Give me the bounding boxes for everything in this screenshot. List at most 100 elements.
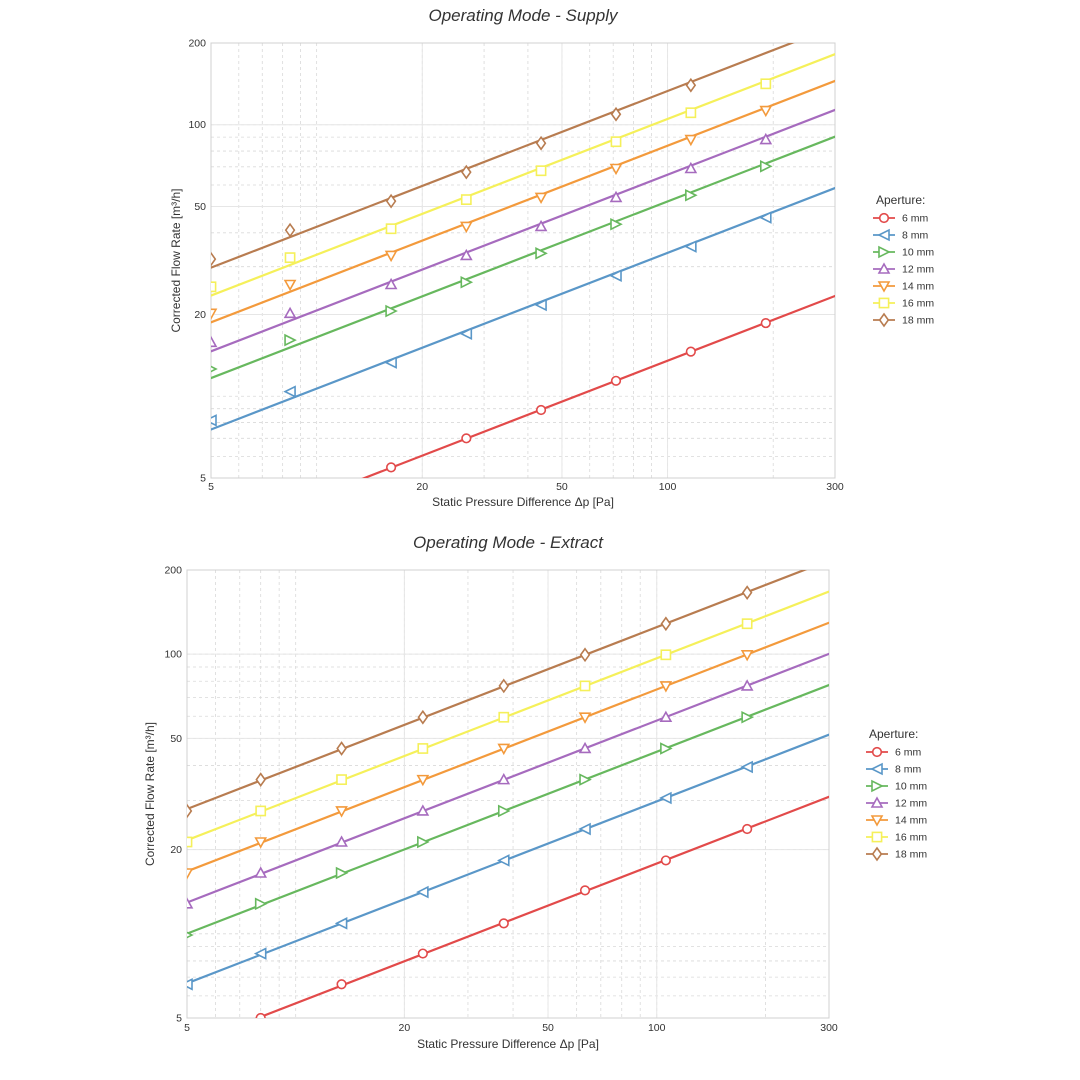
data-point-10mm <box>741 710 754 724</box>
chart-title: Operating Mode - Supply <box>429 6 619 25</box>
x-tick-label: 20 <box>416 481 428 493</box>
data-point-14mm <box>187 868 194 880</box>
series-line-18mm <box>211 43 795 269</box>
data-point-8mm <box>283 385 296 398</box>
data-point-18mm <box>336 741 347 756</box>
legend-marker <box>870 815 884 827</box>
data-point-16mm <box>187 836 193 848</box>
data-point-16mm <box>741 618 753 630</box>
legend-marker <box>870 762 883 776</box>
data-point-12mm <box>187 897 194 909</box>
data-point-6mm <box>417 948 428 959</box>
legend-marker <box>871 846 883 862</box>
data-point-6mm <box>498 918 509 929</box>
legend-label: 16 mm <box>902 298 934 310</box>
data-point-6mm <box>336 979 347 990</box>
series-line-10mm <box>187 683 829 935</box>
data-point-18mm <box>284 222 296 238</box>
data-point-14mm <box>609 163 623 176</box>
legend-label: 12 mm <box>902 264 934 276</box>
data-point-6mm <box>386 462 397 473</box>
series-line-16mm <box>211 53 835 297</box>
data-point-12mm <box>416 804 430 816</box>
data-point-10mm <box>579 773 592 786</box>
legend-label: 18 mm <box>902 315 934 327</box>
data-point-12mm <box>759 132 773 145</box>
data-point-10mm <box>759 159 773 173</box>
data-point-18mm <box>417 709 429 725</box>
data-point-14mm <box>384 250 398 263</box>
data-point-14mm <box>740 649 754 662</box>
x-tick-label: 20 <box>399 1022 411 1034</box>
data-point-16mm <box>211 281 217 293</box>
legend-marker <box>878 297 890 309</box>
data-point-6mm <box>610 375 622 386</box>
data-point-14mm <box>416 774 430 787</box>
plot-area <box>187 570 829 1018</box>
legend-label: 10 mm <box>902 247 934 259</box>
legend-label: 8 mm <box>895 764 922 776</box>
data-point-10mm <box>385 304 398 318</box>
data-point-8mm <box>459 327 473 340</box>
y-tick-label: 50 <box>170 733 182 745</box>
data-point-18mm <box>255 772 266 787</box>
data-point-12mm <box>211 335 218 348</box>
legend-label: 8 mm <box>902 230 929 242</box>
x-tick-label: 5 <box>208 481 214 493</box>
legend-marker <box>871 746 883 758</box>
data-point-8mm <box>684 240 697 253</box>
data-point-6mm <box>255 1012 266 1018</box>
x-tick-label: 100 <box>648 1022 666 1034</box>
data-point-18mm <box>461 164 472 180</box>
data-point-10mm <box>335 866 349 880</box>
y-tick-label: 50 <box>194 201 206 213</box>
data-point-12mm <box>384 277 398 290</box>
data-point-18mm <box>741 585 753 601</box>
y-tick-label: 100 <box>164 649 182 661</box>
legend-marker <box>878 245 891 259</box>
legend-marker <box>877 228 890 242</box>
data-point-14mm <box>534 192 548 205</box>
x-tick-label: 50 <box>556 481 568 493</box>
data-point-8mm <box>578 822 591 836</box>
series-line-12mm <box>187 652 829 904</box>
chart-title: Operating Mode - Extract <box>413 533 604 552</box>
data-point-10mm <box>211 365 218 373</box>
data-point-12mm <box>534 219 548 232</box>
data-point-16mm <box>460 194 472 206</box>
data-point-14mm <box>254 837 268 849</box>
legend-label: 10 mm <box>895 781 927 793</box>
data-point-14mm <box>283 279 297 292</box>
data-point-8mm <box>334 917 348 930</box>
data-point-6mm <box>760 317 771 329</box>
data-point-10mm <box>535 247 548 260</box>
x-tick-label: 300 <box>820 1022 838 1034</box>
data-point-16mm <box>385 223 397 235</box>
data-point-8mm <box>416 885 429 899</box>
data-point-10mm <box>497 804 511 818</box>
x-tick-label: 300 <box>826 481 844 493</box>
data-point-10mm <box>284 333 297 347</box>
legend-label: 14 mm <box>895 815 927 827</box>
data-point-18mm <box>610 106 622 122</box>
legend-marker <box>871 779 884 793</box>
data-point-16mm <box>417 743 429 754</box>
series-line-6mm <box>361 294 835 478</box>
data-point-12mm <box>609 190 623 203</box>
data-point-10mm <box>254 897 268 911</box>
data-point-12mm <box>578 741 592 754</box>
y-tick-label: 100 <box>188 119 206 131</box>
data-point-10mm <box>187 931 194 939</box>
legend-label: 6 mm <box>895 747 922 759</box>
y-tick-label: 200 <box>188 38 206 50</box>
legend-label: 14 mm <box>902 281 934 293</box>
series-group <box>211 43 835 478</box>
legend: Aperture: 6 mm 8 mm 10 mm 12 mm 14 mm 16 mm 18 … <box>866 727 927 862</box>
series-line-14mm <box>211 79 835 324</box>
data-point-8mm <box>609 269 622 282</box>
data-point-10mm <box>460 275 474 289</box>
series-group <box>187 570 829 1018</box>
data-point-6mm <box>660 855 671 866</box>
legend-label: 18 mm <box>895 849 927 861</box>
y-tick-label: 20 <box>170 844 182 856</box>
